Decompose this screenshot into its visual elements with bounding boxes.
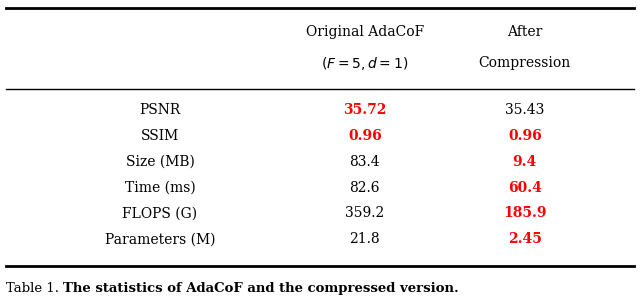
Text: The statistics of AdaCoF and the compressed version.: The statistics of AdaCoF and the compres… <box>63 282 458 296</box>
Text: $(F = 5, d = 1)$: $(F = 5, d = 1)$ <box>321 55 408 72</box>
Text: 9.4: 9.4 <box>513 155 537 169</box>
Text: PSNR: PSNR <box>140 103 180 117</box>
Text: 35.43: 35.43 <box>505 103 545 117</box>
Text: Parameters (M): Parameters (M) <box>105 232 215 246</box>
Text: 185.9: 185.9 <box>503 206 547 220</box>
Text: Table 1.: Table 1. <box>6 282 63 296</box>
Text: 82.6: 82.6 <box>349 181 380 194</box>
Text: 2.45: 2.45 <box>508 232 541 246</box>
Text: 35.72: 35.72 <box>343 103 387 117</box>
Text: FLOPS (G): FLOPS (G) <box>122 206 198 220</box>
Text: 0.96: 0.96 <box>348 129 381 143</box>
Text: Original AdaCoF: Original AdaCoF <box>306 25 424 39</box>
Text: Size (MB): Size (MB) <box>125 155 195 169</box>
Text: After: After <box>507 25 543 39</box>
Text: 21.8: 21.8 <box>349 232 380 246</box>
Text: SSIM: SSIM <box>141 129 179 143</box>
Text: 359.2: 359.2 <box>345 206 385 220</box>
Text: 60.4: 60.4 <box>508 181 541 194</box>
Text: Time (ms): Time (ms) <box>125 181 195 194</box>
Text: 0.96: 0.96 <box>508 129 541 143</box>
Text: 83.4: 83.4 <box>349 155 380 169</box>
Text: Compression: Compression <box>479 56 571 70</box>
